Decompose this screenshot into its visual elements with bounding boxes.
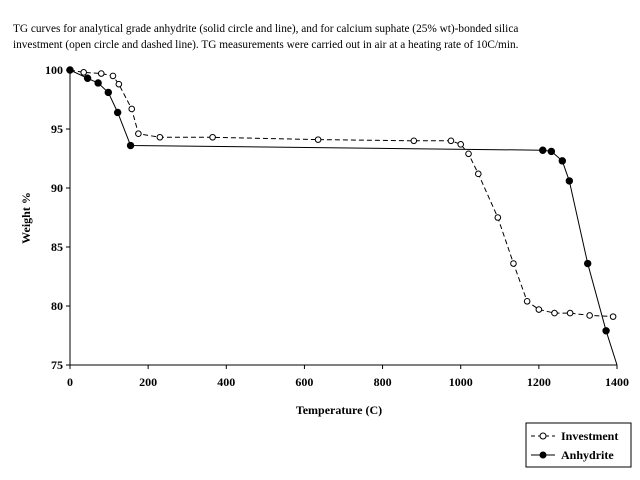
x-tick-label: 400 (217, 375, 235, 389)
y-tick-label: 95 (51, 122, 63, 136)
investment-point (457, 141, 465, 148)
investment-point (510, 260, 517, 267)
investment-point (494, 214, 502, 221)
caption-line-2: investment (open circle and dashed line)… (13, 39, 519, 51)
x-axis-label: Temperature (C) (296, 403, 382, 417)
investment-point (535, 306, 543, 313)
anhydrite-point (83, 74, 92, 82)
anhydrite-point (539, 146, 547, 154)
investment-point (97, 70, 105, 77)
investment-point (551, 309, 558, 317)
caption-line-1: TG curves for analytical grade anhydrite… (13, 23, 519, 35)
legend-anhydrite-marker (539, 451, 547, 459)
anhydrite-point (583, 259, 592, 268)
legend-investment-marker (539, 432, 547, 440)
legend-anhydrite-label: Anhydrite (561, 448, 614, 462)
investment-point (156, 133, 164, 141)
anhydrite-point (602, 327, 610, 335)
investment-point (314, 136, 322, 143)
investment-point (474, 170, 482, 178)
anhydrite-point (104, 88, 112, 97)
anhydrite-point (126, 141, 135, 150)
anhydrite-point (94, 79, 102, 87)
anhydrite-point (565, 177, 574, 185)
y-tick-label: 90 (51, 181, 63, 195)
anhydrite-point (558, 157, 566, 165)
legend-investment-label: Investment (561, 429, 618, 443)
investment-point (465, 150, 472, 158)
investment-point (609, 313, 617, 320)
x-tick-label: 600 (295, 375, 313, 389)
x-tick-label: 1000 (449, 375, 473, 389)
x-tick-label: 1200 (527, 375, 551, 389)
series-layer (66, 66, 618, 366)
y-tick-label: 85 (51, 240, 63, 254)
x-tick-label: 800 (374, 375, 392, 389)
anhydrite-point (66, 66, 74, 74)
investment-point (128, 105, 136, 113)
investment-point (80, 69, 87, 76)
investment-point (566, 309, 574, 317)
x-tick-label: 1400 (605, 375, 629, 389)
anhydrite-point (113, 108, 122, 117)
investment-point (447, 137, 455, 145)
investment-point (523, 297, 531, 305)
investment-point (410, 137, 418, 145)
y-tick-label: 80 (51, 299, 63, 313)
axes: 0 200 400 600 800 1000 1200 1400 75 80 85 90 95 100 (45, 63, 629, 389)
x-tick-label: 200 (139, 375, 157, 389)
legend: Investment Anhydrite (525, 422, 632, 468)
investment-point (209, 133, 216, 141)
y-axis-label: Weight % (19, 192, 33, 244)
investment-point (115, 80, 123, 88)
anhydrite-point (547, 147, 556, 156)
x-tick-label: 0 (67, 375, 73, 389)
investment-point (586, 312, 593, 319)
anhydrite-line (69, 69, 618, 366)
legend-box (525, 422, 632, 468)
investment-point (135, 130, 142, 138)
investment-line (69, 69, 614, 318)
figure-caption: TG curves for analytical grade anhydrite… (13, 21, 633, 53)
investment-point (109, 72, 117, 80)
y-tick-label: 75 (51, 358, 63, 372)
y-tick-label: 100 (45, 63, 63, 77)
